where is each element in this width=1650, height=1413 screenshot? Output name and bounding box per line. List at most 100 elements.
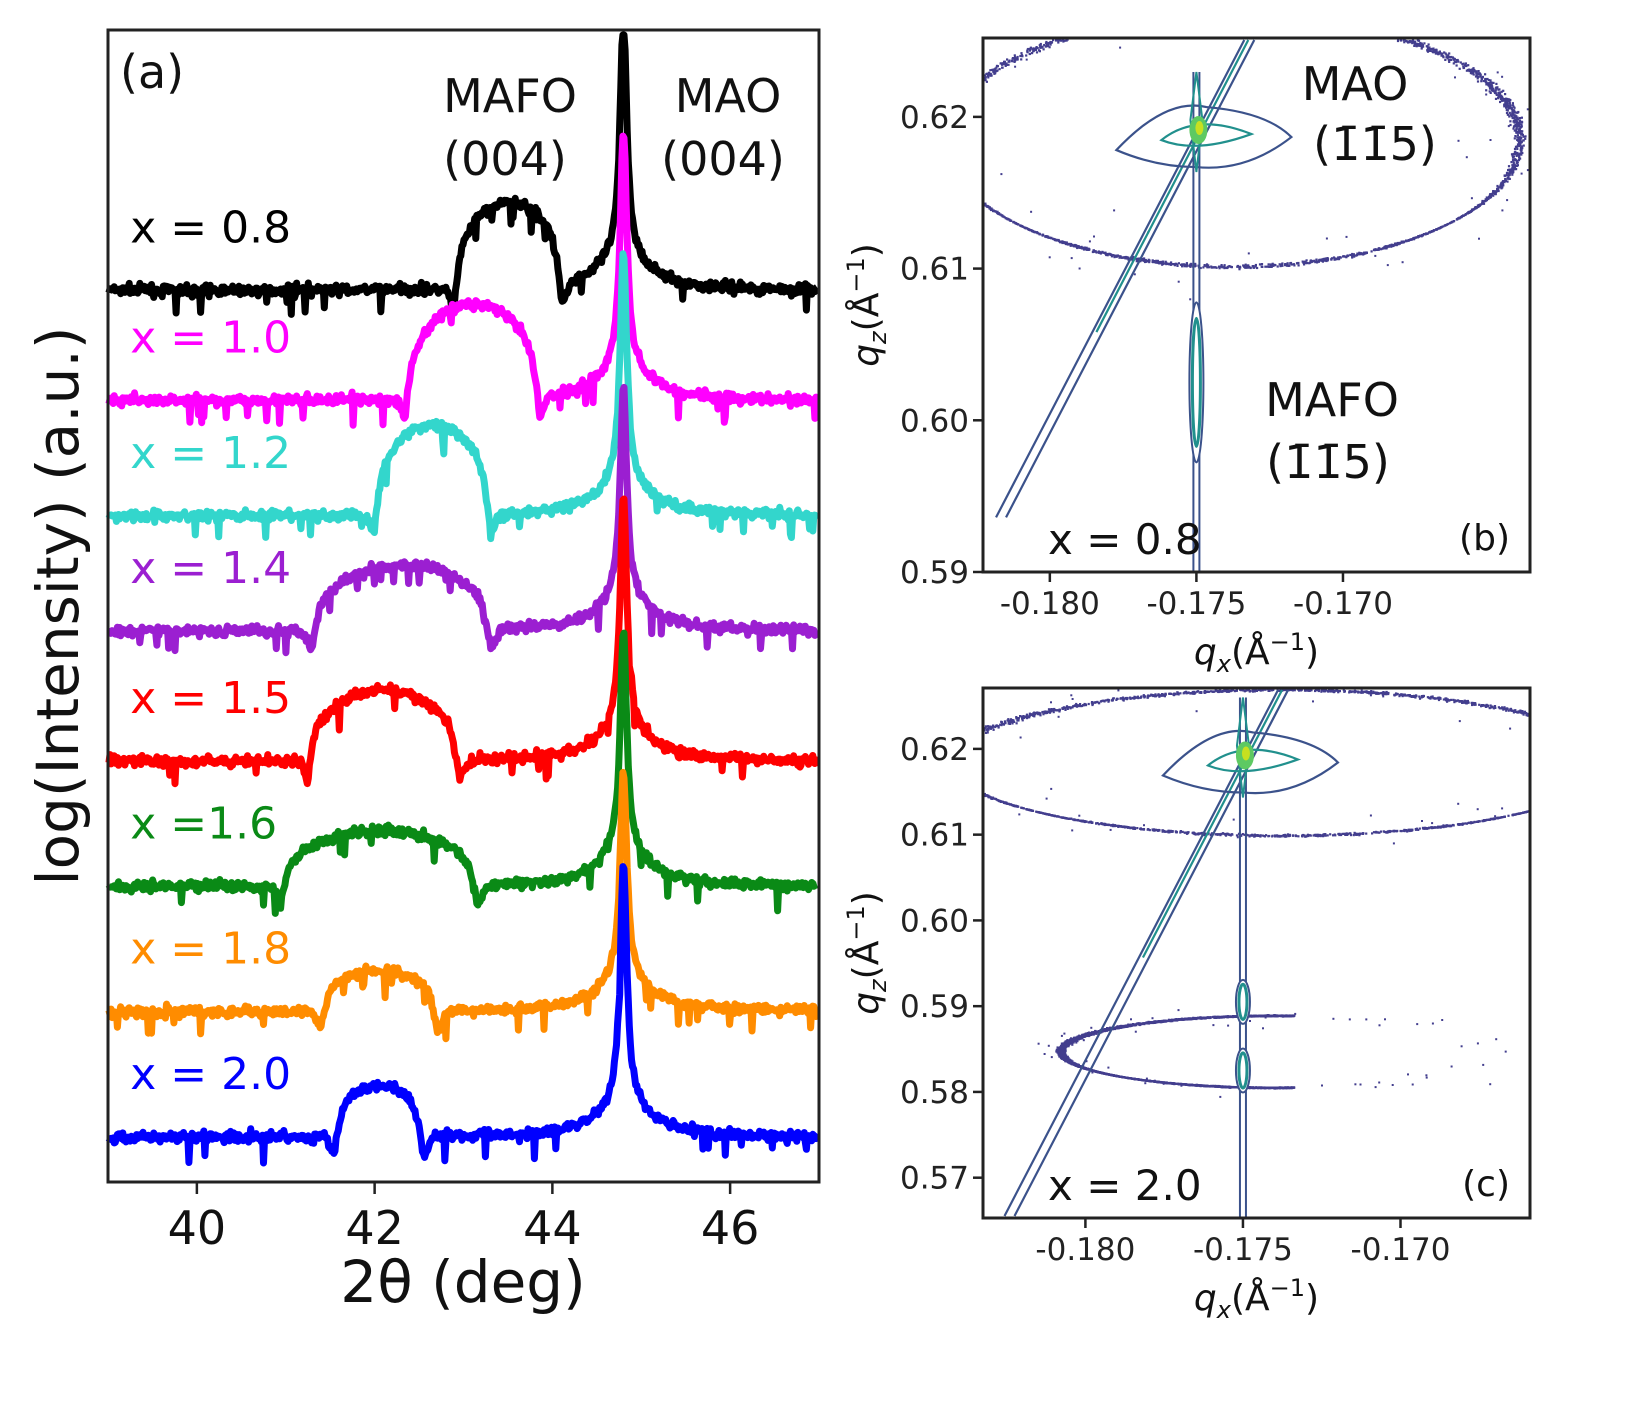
- scatter-point: [1407, 828, 1410, 831]
- scatter-point: [1419, 41, 1422, 45]
- scatter-point: [1246, 266, 1249, 269]
- scatter-point: [1013, 60, 1016, 63]
- scatter-point: [1059, 241, 1062, 244]
- scatter-point: [1478, 204, 1481, 207]
- scatter-point: [1494, 815, 1497, 818]
- scatter-point: [1236, 264, 1239, 268]
- scatter-point: [1520, 150, 1523, 153]
- scatter-point: [1272, 264, 1275, 267]
- scatter-point: [1181, 265, 1184, 268]
- scatter-point: [1085, 246, 1088, 249]
- scatter-point: [1504, 93, 1507, 96]
- scatter-point: [1407, 694, 1410, 697]
- scatter-point: [1503, 97, 1506, 101]
- scatter-point: [1320, 259, 1323, 262]
- scatter-point: [1161, 262, 1165, 265]
- scatter-point: [1489, 79, 1492, 82]
- scatter-point: [1226, 266, 1229, 270]
- scatter-point: [1490, 706, 1493, 709]
- scatter-point: [1010, 59, 1014, 62]
- scatter-point: [1315, 258, 1318, 261]
- scatter-point: [1494, 91, 1497, 94]
- scatter-point: [1107, 823, 1110, 826]
- scatter-point: [1091, 250, 1094, 254]
- scatter-point: [1326, 690, 1329, 693]
- scatter-point: [1518, 123, 1521, 126]
- scatter-point: [1113, 209, 1116, 212]
- scatter-point: [1401, 693, 1404, 696]
- scatter-point: [1002, 62, 1005, 65]
- scatter-point: [1028, 714, 1031, 717]
- scatter-point: [1506, 103, 1509, 106]
- scatter-point: [1003, 63, 1007, 66]
- scatter-point: [1238, 268, 1241, 271]
- scatter-point: [1069, 243, 1072, 246]
- scatter-point: [1411, 695, 1414, 698]
- scatter-point: [1507, 125, 1510, 128]
- scatter-point: [1152, 694, 1155, 697]
- scatter-point: [1083, 246, 1086, 249]
- scatter-point: [1297, 261, 1300, 265]
- scatter-point: [1402, 39, 1405, 42]
- scatter-point: [1526, 169, 1529, 172]
- x-tick-label: -0.170: [1293, 586, 1393, 622]
- scatter-point: [1457, 823, 1460, 826]
- scatter-point: [1457, 60, 1460, 63]
- scatter-point: [1050, 41, 1053, 44]
- scatter-point: [1031, 809, 1034, 812]
- substrate-peak-max: [1195, 121, 1204, 136]
- scatter-point: [1415, 42, 1418, 45]
- scatter-point: [1287, 835, 1290, 838]
- panel-c-rsm: -0.180 -0.175 -0.1700.570.580.590.600.610.…: [842, 686, 1532, 1324]
- scatter-point: [1470, 72, 1473, 75]
- scatter-point: [1140, 695, 1143, 698]
- scatter-point: [1385, 247, 1388, 250]
- scatter-point: [1340, 833, 1343, 837]
- scatter-point: [1242, 689, 1245, 692]
- scatter-point: [1268, 834, 1271, 838]
- scatter-point: [1052, 709, 1055, 712]
- xrd-curves: [105, 31, 821, 1167]
- scatter-point: [1495, 93, 1498, 96]
- scatter-point: [1317, 260, 1320, 263]
- scatter-point: [1105, 699, 1108, 702]
- scatter-point: [1458, 700, 1461, 703]
- scatter-point: [1221, 266, 1224, 269]
- scatter-point: [1518, 119, 1521, 122]
- scatter-point: [1365, 832, 1368, 835]
- scatter-point: [1476, 77, 1479, 80]
- scatter-point: [1177, 262, 1180, 265]
- scatter-point: [1207, 690, 1210, 693]
- scatter-point: [1010, 803, 1013, 807]
- scatter-point: [1511, 173, 1514, 176]
- scatter-point: [1219, 690, 1222, 693]
- scatter-point: [1464, 62, 1467, 65]
- scatter-point: [1371, 832, 1374, 835]
- scatter-point: [1351, 252, 1354, 256]
- scatter-point: [1049, 710, 1052, 713]
- scatter-point: [1094, 701, 1097, 704]
- scatter-point: [1050, 237, 1053, 240]
- scatter-point: [1259, 834, 1262, 837]
- scatter-point: [1121, 696, 1125, 699]
- scatter-point: [983, 202, 986, 205]
- scatter-point: [1210, 266, 1213, 269]
- scatter-point: [1040, 811, 1043, 814]
- scatter-point: [1280, 834, 1283, 838]
- scatter-point: [1244, 263, 1247, 266]
- scatter-point: [1383, 830, 1386, 834]
- scatter-point: [1006, 58, 1009, 61]
- scatter-point: [1491, 89, 1494, 92]
- scatter-point: [1370, 250, 1373, 253]
- scatter-point: [1003, 720, 1007, 723]
- scatter-point: [1093, 701, 1096, 704]
- scatter-point: [1411, 829, 1414, 832]
- scatter-point: [1431, 230, 1434, 233]
- scatter-point: [1452, 62, 1455, 65]
- scatter-point: [1287, 264, 1290, 267]
- scatter-point: [1220, 264, 1223, 267]
- scatter-point: [1518, 120, 1521, 124]
- scatter-point: [1079, 703, 1082, 706]
- scatter-point: [1488, 84, 1491, 88]
- scatter-point: [1515, 154, 1518, 157]
